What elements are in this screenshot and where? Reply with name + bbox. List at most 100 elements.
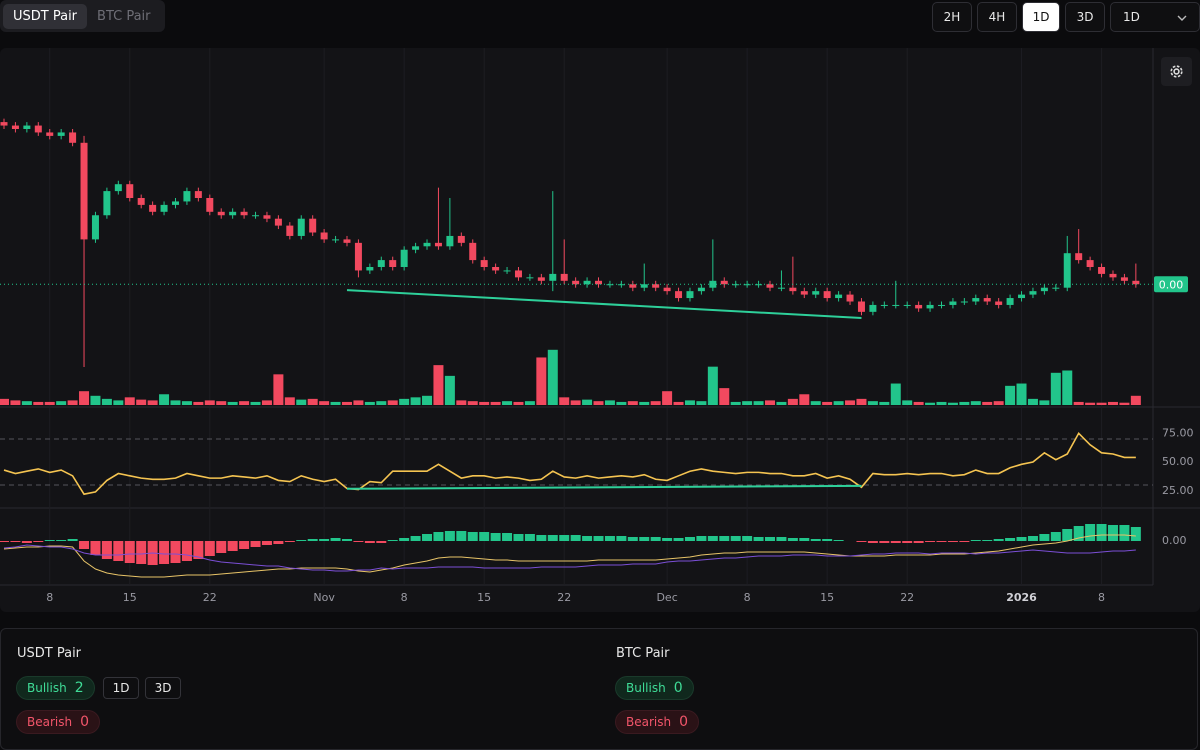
- volume-bar: [204, 400, 215, 405]
- candle-body: [137, 198, 145, 205]
- candle-body: [789, 287, 797, 292]
- signal-line: [3, 544, 1136, 572]
- macd-histogram: [353, 541, 364, 542]
- candle-body: [503, 270, 511, 272]
- candle-body: [91, 215, 99, 240]
- candle-body: [595, 280, 603, 285]
- x-tick-label: Dec: [656, 591, 677, 604]
- macd-histogram: [433, 532, 444, 541]
- macd-histogram: [273, 541, 284, 544]
- bullish-pill[interactable]: Bullish 0: [615, 676, 694, 700]
- candle-body: [583, 280, 591, 285]
- candle-body: [880, 304, 888, 306]
- candle-body: [206, 198, 214, 212]
- macd-histogram: [124, 541, 135, 563]
- volume-bar: [364, 401, 375, 405]
- macd-histogram: [410, 536, 421, 541]
- bullish-pill[interactable]: Bullish 2: [16, 676, 95, 700]
- macd-histogram: [330, 538, 341, 541]
- x-tick-label: 8: [744, 591, 751, 604]
- timeframe[interactable]: 1D: [103, 677, 139, 699]
- macd-histogram: [970, 540, 981, 541]
- volume-bar: [21, 401, 32, 405]
- candle-body: [309, 218, 317, 233]
- bearish-pill[interactable]: Bearish 0: [615, 710, 700, 734]
- macd-histogram: [799, 538, 810, 541]
- volume-bar: [1027, 398, 1038, 405]
- candle-body: [149, 204, 157, 212]
- macd-histogram: [67, 539, 78, 541]
- macd-histogram: [284, 541, 295, 542]
- candle-body: [286, 225, 294, 236]
- y-tick-label: 25.00: [1162, 484, 1194, 497]
- interval-select[interactable]: 1D: [1110, 2, 1200, 32]
- settings-button[interactable]: [1161, 57, 1192, 86]
- volume-bar: [193, 401, 204, 405]
- tab[interactable]: BTC Pair: [97, 8, 151, 24]
- interval-button[interactable]: 3D: [1065, 2, 1105, 32]
- volume-bar: [467, 401, 478, 405]
- candle-body: [354, 242, 362, 271]
- divergence-line: [346, 484, 862, 490]
- x-tick-label: 15: [477, 591, 491, 604]
- candle-body: [972, 298, 980, 302]
- divergence-line: [346, 289, 862, 320]
- candle-body: [572, 280, 580, 285]
- interval-button[interactable]: 2H: [932, 2, 972, 32]
- volume-bar: [1096, 402, 1107, 405]
- tab[interactable]: USDT Pair: [3, 3, 88, 29]
- candle-body: [11, 125, 19, 129]
- macd-histogram: [742, 536, 753, 541]
- volume-bar: [604, 400, 615, 405]
- macd-histogram: [296, 540, 307, 541]
- macd-histogram: [422, 534, 433, 541]
- volume-bar: [810, 401, 821, 405]
- candle-body: [171, 201, 179, 205]
- volume-bar: [890, 383, 901, 405]
- x-tick-label: Nov: [313, 591, 335, 604]
- settings-icon: [1170, 65, 1183, 78]
- macd-histogram: [239, 541, 250, 549]
- candle-body: [34, 125, 42, 133]
- y-tick-label: 50.00: [1162, 455, 1194, 468]
- volume-bar: [1050, 372, 1061, 405]
- volume-bar: [845, 400, 856, 405]
- volume-bar: [582, 399, 593, 405]
- timeframe[interactable]: 3D: [145, 677, 181, 699]
- volume-bar: [376, 401, 387, 405]
- volume-bar: [1130, 395, 1141, 405]
- candle-body: [995, 301, 1003, 305]
- volume-bar: [662, 391, 673, 405]
- volume-bar: [273, 374, 284, 405]
- macd-histogram: [1107, 525, 1118, 541]
- interval-button[interactable]: 4H: [977, 2, 1017, 32]
- y-tick-label: 75.00: [1162, 426, 1194, 439]
- macd-histogram: [959, 541, 970, 542]
- candle-body: [892, 304, 900, 306]
- candle-body: [652, 284, 660, 288]
- macd-histogram: [776, 537, 787, 541]
- macd-histogram: [1119, 525, 1130, 541]
- macd-histogram: [662, 538, 673, 541]
- volume-bar: [787, 398, 798, 405]
- macd-histogram: [364, 541, 375, 543]
- macd-histogram: [787, 538, 798, 541]
- macd-histogram: [456, 531, 467, 541]
- interval-button[interactable]: 1D: [1022, 2, 1060, 32]
- candle-body: [1029, 291, 1037, 295]
- candle-body: [492, 267, 500, 271]
- candle-body: [686, 291, 694, 299]
- volume-bar: [730, 401, 741, 405]
- candle-body: [732, 284, 740, 286]
- macd-histogram: [719, 536, 730, 541]
- macd-histogram: [261, 541, 272, 545]
- macd-histogram: [627, 537, 638, 541]
- candle-body: [194, 191, 202, 198]
- volume-bar: [753, 401, 764, 405]
- bearish-pill[interactable]: Bearish 0: [16, 710, 101, 734]
- candle-body: [332, 239, 340, 241]
- macd-histogram: [490, 533, 501, 541]
- candle-body: [606, 284, 614, 286]
- volume-bar: [902, 400, 913, 405]
